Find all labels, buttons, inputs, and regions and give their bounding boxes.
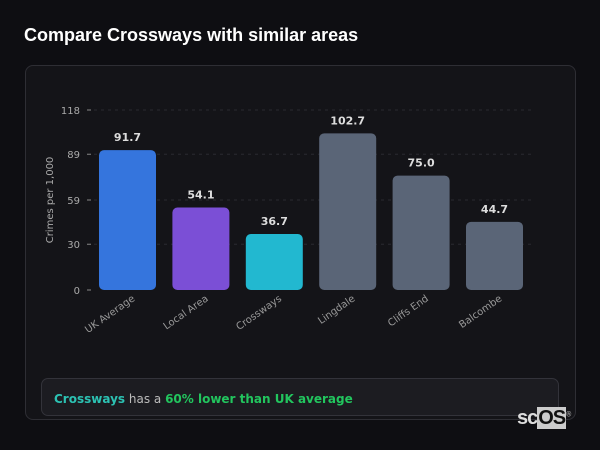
y-tick-label: 30 bbox=[67, 240, 80, 251]
scos-logo: scOS® bbox=[517, 407, 571, 429]
data-label: 91.7 bbox=[114, 131, 141, 144]
data-label: 44.7 bbox=[481, 203, 508, 216]
bar-cliffs-end bbox=[392, 175, 450, 290]
page-title: Compare Crossways with similar areas bbox=[24, 25, 359, 45]
bar-uk-average bbox=[99, 150, 156, 290]
x-tick-label: Balcombe bbox=[457, 293, 504, 330]
x-tick-label: UK Average bbox=[83, 293, 137, 335]
y-axis-label: Crimes per 1,000 bbox=[45, 157, 56, 244]
x-tick-label: Crossways bbox=[234, 293, 284, 332]
data-label: 102.7 bbox=[330, 114, 365, 127]
bar-balcombe bbox=[466, 221, 523, 290]
y-tick-label: 0 bbox=[74, 286, 80, 297]
summary-highlight: 60% lower than UK average bbox=[165, 392, 353, 406]
bar-crossways bbox=[245, 234, 303, 290]
y-tick-label: 59 bbox=[67, 196, 80, 207]
bar-local-area bbox=[172, 207, 230, 290]
x-tick-label: Lingdale bbox=[316, 293, 357, 326]
summary-box: Crossways has a 60% lower than UK averag… bbox=[41, 378, 559, 416]
data-label: 75.0 bbox=[408, 157, 435, 170]
y-tick-label: 118 bbox=[61, 106, 80, 117]
bar-lingdale bbox=[319, 133, 377, 290]
x-tick-label: Cliffs End bbox=[386, 293, 431, 329]
summary-area: Crossways bbox=[54, 392, 126, 406]
data-label: 36.7 bbox=[261, 215, 288, 228]
x-tick-label: Local Area bbox=[162, 293, 211, 332]
y-tick-label: 89 bbox=[67, 150, 80, 161]
data-label: 54.1 bbox=[187, 188, 214, 201]
summary-text: has a bbox=[125, 392, 166, 406]
